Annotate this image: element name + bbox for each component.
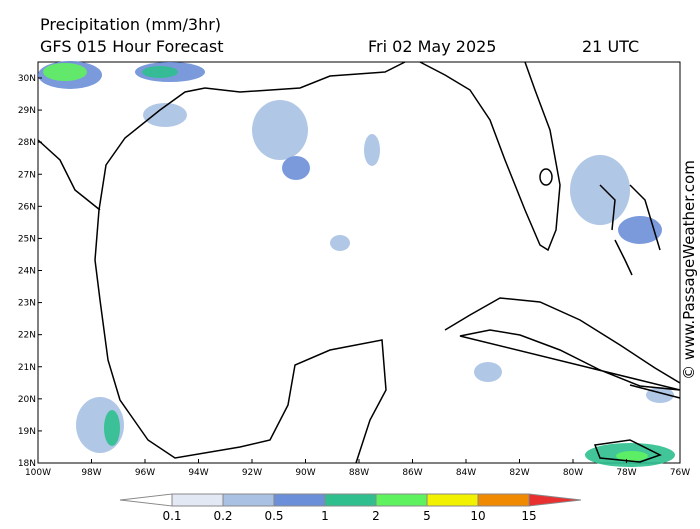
precip-area	[618, 216, 662, 244]
axes: 30N 29N 28N 27N 26N 25N 24N 23N 22N 21N 20N 19N 18N1…	[18, 74, 690, 478]
colorbar: 0.1 0.2 0.5 1 2 5 10 15	[119, 493, 582, 523]
date: Fri 02 May 2025	[368, 37, 496, 56]
lat-label: 26N	[18, 202, 36, 212]
lon-label: 82W	[509, 468, 529, 478]
lon-label: 92W	[242, 468, 262, 478]
colorbar-label: 5	[423, 509, 431, 523]
precip-area	[330, 235, 350, 251]
lat-label: 29N	[18, 106, 36, 116]
lat-label: 25N	[18, 234, 36, 244]
lake	[539, 168, 553, 186]
lon-label: 84W	[456, 468, 476, 478]
lon-label: 88W	[349, 468, 369, 478]
title: Precipitation (mm/3hr)	[40, 15, 221, 34]
lat-label: 30N	[18, 74, 36, 84]
colorbar-box	[222, 493, 275, 507]
colorbar-label: 1	[321, 509, 329, 523]
precip-area	[364, 134, 380, 166]
lat-label: 19N	[18, 427, 36, 437]
precip-area	[142, 66, 178, 78]
colorbar-label: 15	[521, 509, 536, 523]
colorbar-box	[477, 493, 530, 507]
precip-area	[143, 103, 187, 127]
watermark: © www.PassageWeather.com	[680, 160, 698, 380]
coastline	[444, 297, 681, 391]
lon-label: 86W	[402, 468, 422, 478]
coastline	[593, 184, 681, 463]
lon-label: 94W	[188, 468, 208, 478]
lat-label: 24N	[18, 267, 36, 277]
precip-area	[616, 451, 648, 461]
precip-area	[474, 362, 502, 382]
lat-label: 27N	[18, 170, 36, 180]
colorbar-label: 10	[470, 509, 485, 523]
precip-area	[43, 63, 87, 81]
coastline	[204, 61, 561, 252]
lon-label: 80W	[563, 468, 583, 478]
lon-label: 96W	[135, 468, 155, 478]
lon-label: 98W	[81, 468, 101, 478]
colorbar-label: 0.5	[264, 509, 283, 523]
time: 21 UTC	[582, 37, 639, 56]
precip-area	[252, 100, 308, 160]
lat-label: 28N	[18, 138, 36, 148]
precip-area	[104, 410, 120, 446]
lat-label: 21N	[18, 363, 36, 373]
lat-label: 18N	[18, 459, 36, 469]
colorbar-label: 0.2	[213, 509, 232, 523]
lat-label: 22N	[18, 331, 36, 341]
lon-label: 76W	[670, 468, 690, 478]
lat-label: 20N	[18, 395, 36, 405]
lon-label: 100W	[25, 468, 51, 478]
lon-label: 78W	[616, 468, 636, 478]
coastline	[37, 87, 387, 464]
precip-area	[570, 155, 630, 225]
colorbar-under	[119, 493, 173, 507]
colorbar-box	[426, 493, 479, 507]
colorbar-label: 0.1	[162, 509, 181, 523]
subtitle: GFS 015 Hour Forecast	[40, 37, 224, 56]
map-frame	[37, 61, 681, 464]
precip-area	[282, 156, 310, 180]
colorbar-over	[528, 493, 582, 507]
colorbar-box	[171, 493, 224, 507]
map	[37, 61, 681, 467]
colorbar-box	[273, 493, 326, 507]
colorbar-label: 2	[372, 509, 380, 523]
colorbar-box	[375, 493, 428, 507]
colorbar-box	[324, 493, 377, 507]
lat-label: 23N	[18, 299, 36, 309]
lon-label: 90W	[295, 468, 315, 478]
